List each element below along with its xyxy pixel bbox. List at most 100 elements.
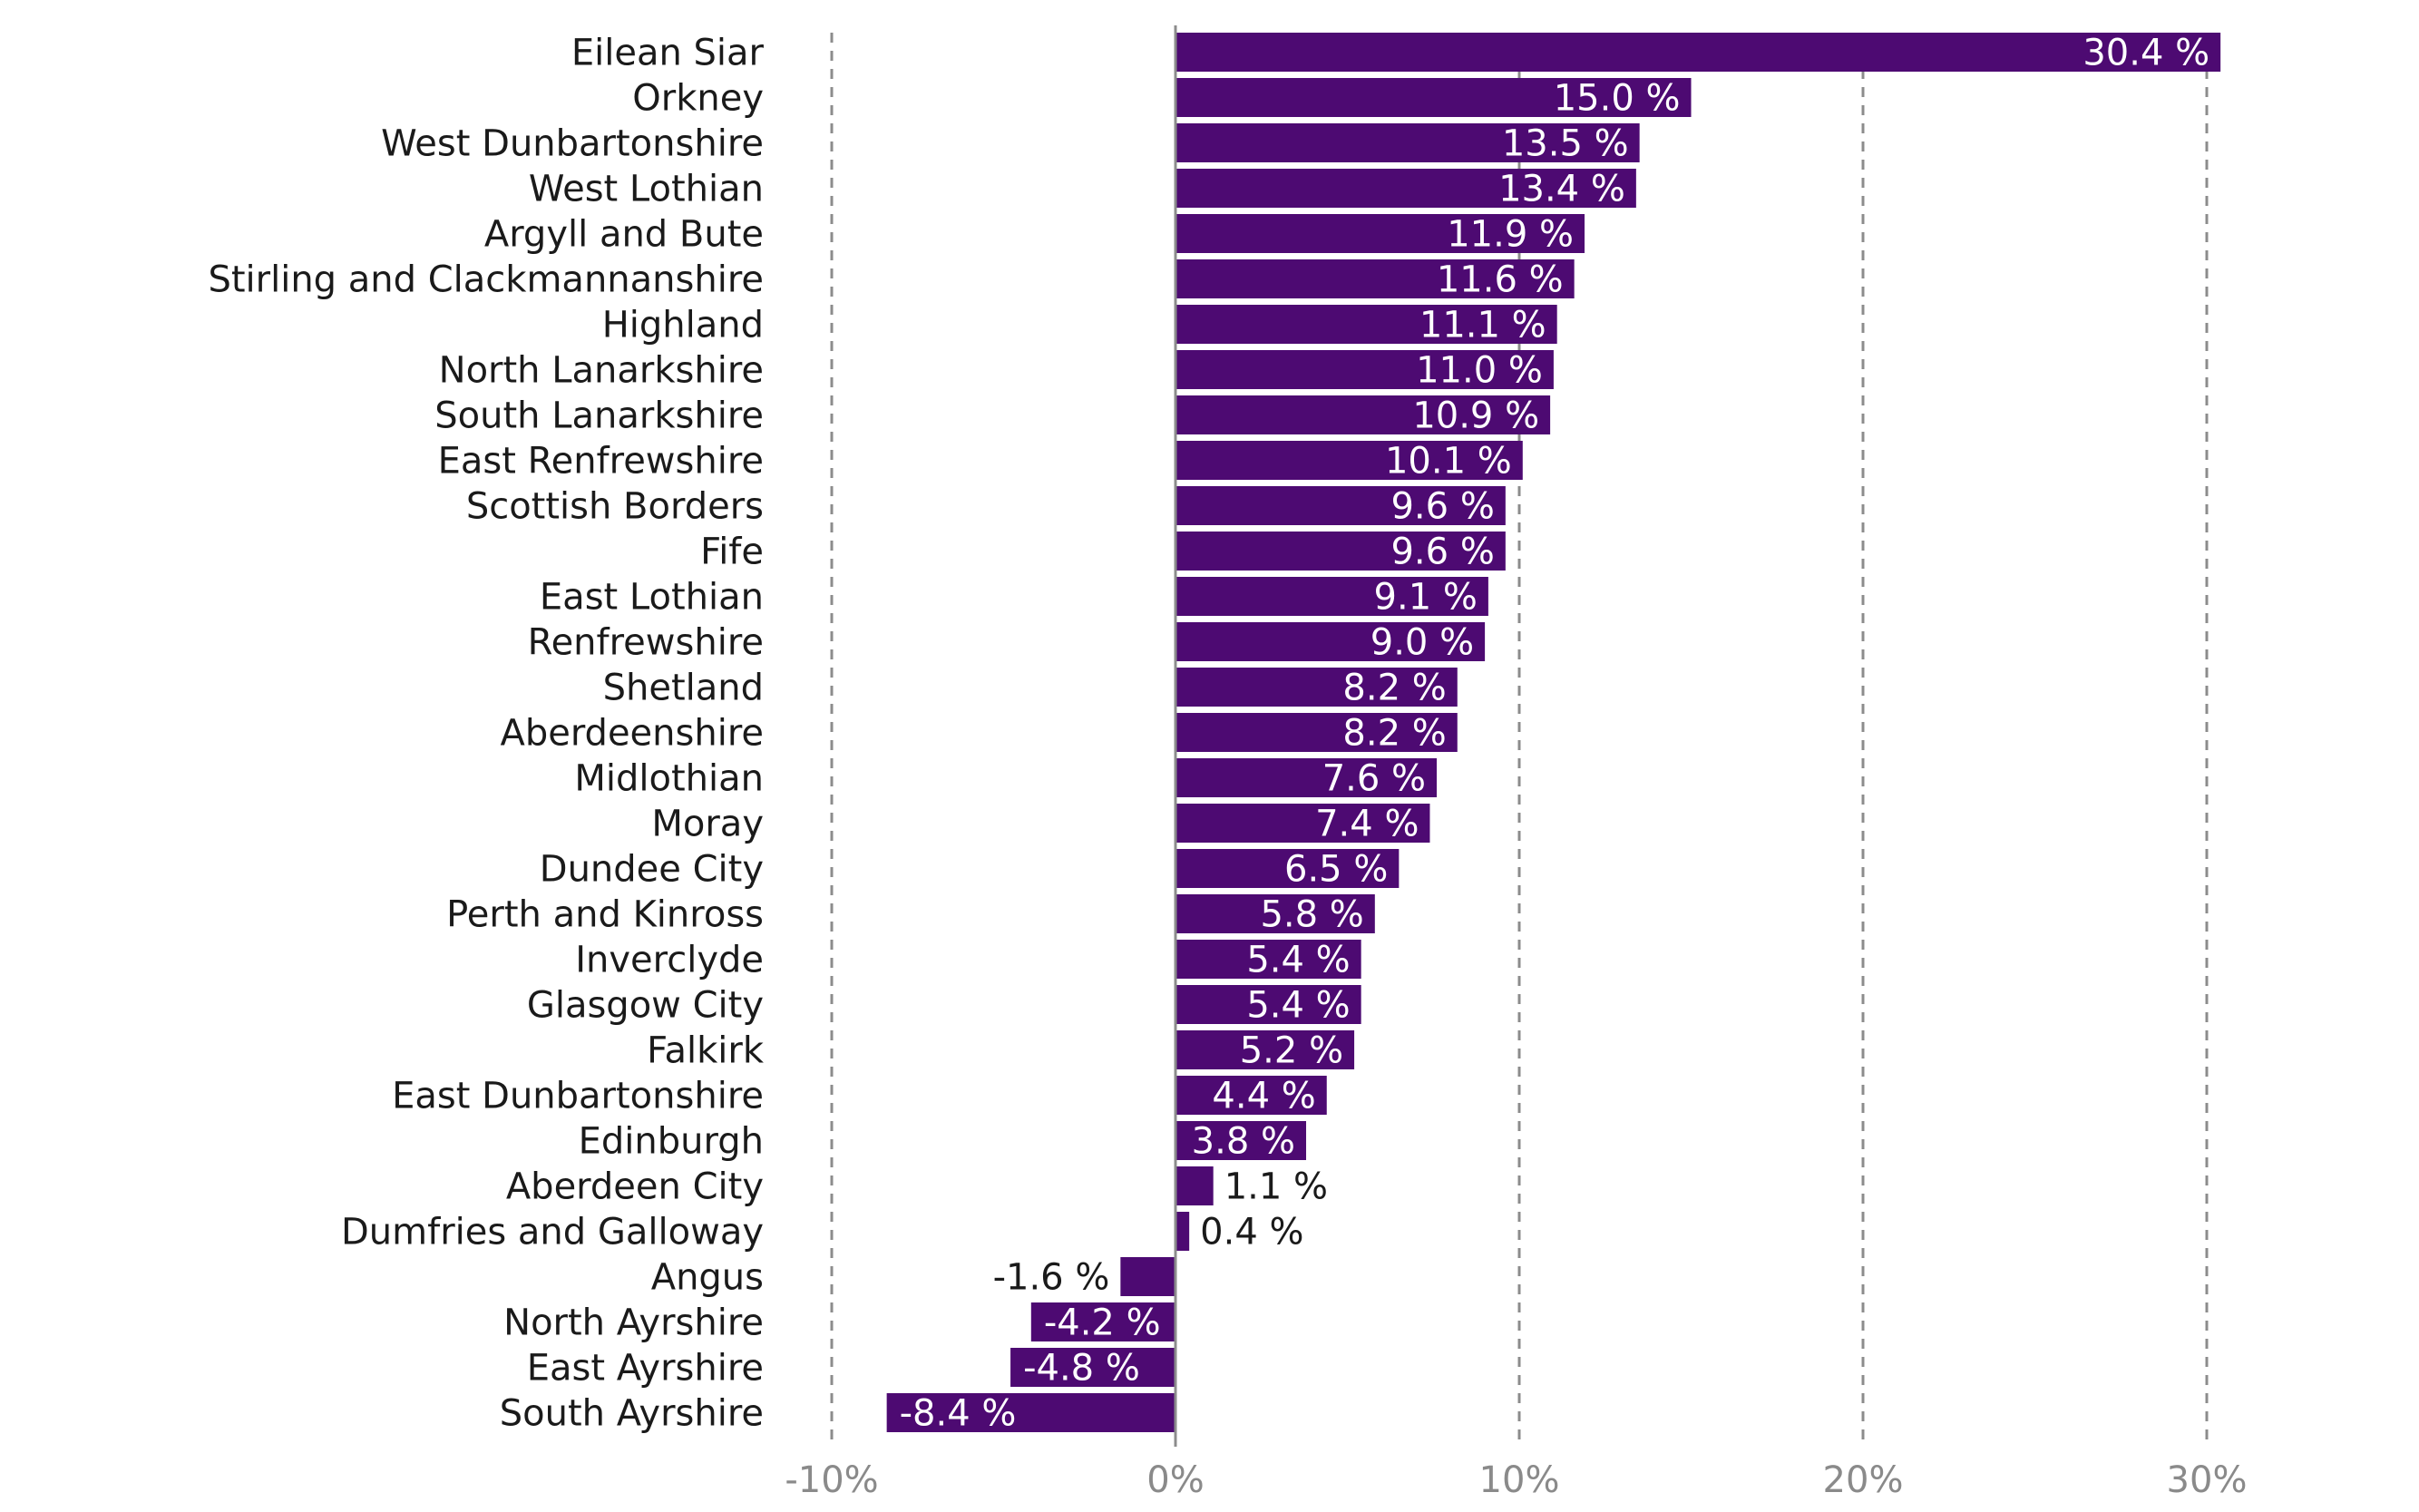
- bar: [1175, 305, 1557, 344]
- category-label: Dumfries and Galloway: [341, 1212, 764, 1253]
- bar: [1030, 1302, 1175, 1341]
- value-label: 11.6 %: [1437, 259, 1564, 301]
- bar: [1175, 259, 1575, 298]
- bar: [1175, 668, 1458, 707]
- x-tick-label: 20%: [1823, 1459, 1904, 1501]
- x-tick-label: 10%: [1479, 1459, 1560, 1501]
- bar: [1175, 1030, 1355, 1069]
- bar: [1175, 894, 1375, 933]
- value-label: 5.8 %: [1260, 894, 1363, 936]
- x-tick-labels: -10% 0% 10% 20% 30%: [785, 1459, 2247, 1501]
- value-label: 11.0 %: [1416, 350, 1543, 392]
- category-label: Dundee City: [540, 849, 764, 891]
- value-label: -4.8 %: [1023, 1348, 1140, 1390]
- value-label: 30.4 %: [2082, 33, 2209, 74]
- x-tick-label: 30%: [2167, 1459, 2248, 1501]
- bar: [1175, 1166, 1214, 1205]
- bar: [1175, 1076, 1327, 1115]
- bar: [1175, 940, 1361, 979]
- category-label: Aberdeenshire: [500, 713, 764, 755]
- value-label: 6.5 %: [1284, 849, 1388, 891]
- bar: [1175, 758, 1438, 797]
- category-label: Orkney: [632, 78, 764, 120]
- category-label: East Lothian: [540, 577, 764, 619]
- value-label: -1.6 %: [993, 1257, 1110, 1299]
- bar: [1175, 849, 1400, 888]
- category-label: Fife: [700, 532, 764, 573]
- bar: [1175, 985, 1361, 1024]
- category-label: West Lothian: [529, 169, 764, 210]
- value-label: 3.8 %: [1192, 1121, 1295, 1163]
- value-label: 7.4 %: [1315, 804, 1419, 845]
- value-label: 10.9 %: [1412, 395, 1539, 437]
- category-label: Stirling and Clackmannanshire: [208, 259, 764, 301]
- category-label: North Ayrshire: [503, 1302, 764, 1344]
- bar: [1120, 1257, 1175, 1296]
- category-label: Renfrewshire: [528, 622, 764, 664]
- value-label: 0.4 %: [1200, 1212, 1303, 1253]
- value-label: -4.2 %: [1044, 1302, 1161, 1344]
- category-label: Eilean Siar: [571, 33, 765, 74]
- bar: [1175, 1121, 1307, 1160]
- value-label: 9.0 %: [1370, 622, 1474, 664]
- bar: [1175, 78, 1692, 117]
- bar: [1010, 1348, 1175, 1387]
- bar: [1175, 33, 2221, 72]
- value-label: 4.4 %: [1212, 1076, 1315, 1117]
- bar: [1175, 441, 1523, 480]
- category-label: Midlothian: [574, 758, 764, 800]
- value-label: 5.2 %: [1240, 1030, 1343, 1072]
- value-label: 9.1 %: [1374, 577, 1478, 619]
- category-label: Edinburgh: [579, 1121, 764, 1163]
- x-tick-label: -10%: [785, 1459, 878, 1501]
- value-label: 8.2 %: [1342, 713, 1446, 755]
- bar: [1175, 395, 1551, 434]
- category-label: Aberdeen City: [506, 1166, 764, 1208]
- category-label: Highland: [602, 305, 764, 346]
- bar: [1175, 350, 1554, 389]
- bar: [1175, 123, 1640, 162]
- value-label: 9.6 %: [1390, 486, 1494, 528]
- category-label: South Lanarkshire: [434, 395, 764, 437]
- bar: [1175, 622, 1486, 661]
- value-label: -8.4 %: [900, 1393, 1017, 1435]
- category-label: East Renfrewshire: [438, 441, 764, 483]
- value-label: 15.0 %: [1554, 78, 1681, 120]
- value-label: 11.9 %: [1447, 214, 1574, 256]
- value-label: 10.1 %: [1385, 441, 1512, 483]
- category-label: East Ayrshire: [527, 1348, 764, 1390]
- value-label: 8.2 %: [1342, 668, 1446, 709]
- bar: [1175, 804, 1430, 843]
- category-label: South Ayrshire: [500, 1393, 764, 1435]
- category-label: Scottish Borders: [466, 486, 764, 528]
- category-label: Moray: [651, 804, 764, 845]
- bar: [1175, 713, 1458, 752]
- category-label: Inverclyde: [575, 940, 764, 981]
- bars: [886, 33, 2221, 1432]
- value-label: 11.1 %: [1419, 305, 1546, 346]
- category-label: Glasgow City: [527, 985, 764, 1027]
- value-labels: 30.4 % 15.0 %13.5 %13.4 %11.9 %11.6 %11.1…: [900, 33, 2210, 1435]
- bar: [1175, 169, 1636, 208]
- value-label: 9.6 %: [1390, 532, 1494, 573]
- value-label: 5.4 %: [1246, 985, 1350, 1027]
- bar: [1175, 577, 1488, 616]
- category-label: Perth and Kinross: [446, 894, 764, 936]
- value-label: 13.4 %: [1498, 169, 1625, 210]
- bar: [886, 1393, 1175, 1432]
- category-label: Angus: [651, 1257, 764, 1299]
- bar: [1175, 1212, 1190, 1251]
- category-label: Falkirk: [647, 1030, 765, 1072]
- category-label: Shetland: [603, 668, 764, 709]
- category-label: East Dunbartonshire: [392, 1076, 764, 1117]
- value-label: 13.5 %: [1502, 123, 1629, 165]
- x-tick-label: 0%: [1146, 1459, 1204, 1501]
- bar: [1175, 214, 1585, 253]
- value-label: 7.6 %: [1322, 758, 1426, 800]
- bar: [1175, 486, 1506, 525]
- value-label: 1.1 %: [1224, 1166, 1328, 1208]
- value-label: 5.4 %: [1246, 940, 1350, 981]
- category-label: West Dunbartonshire: [381, 123, 764, 165]
